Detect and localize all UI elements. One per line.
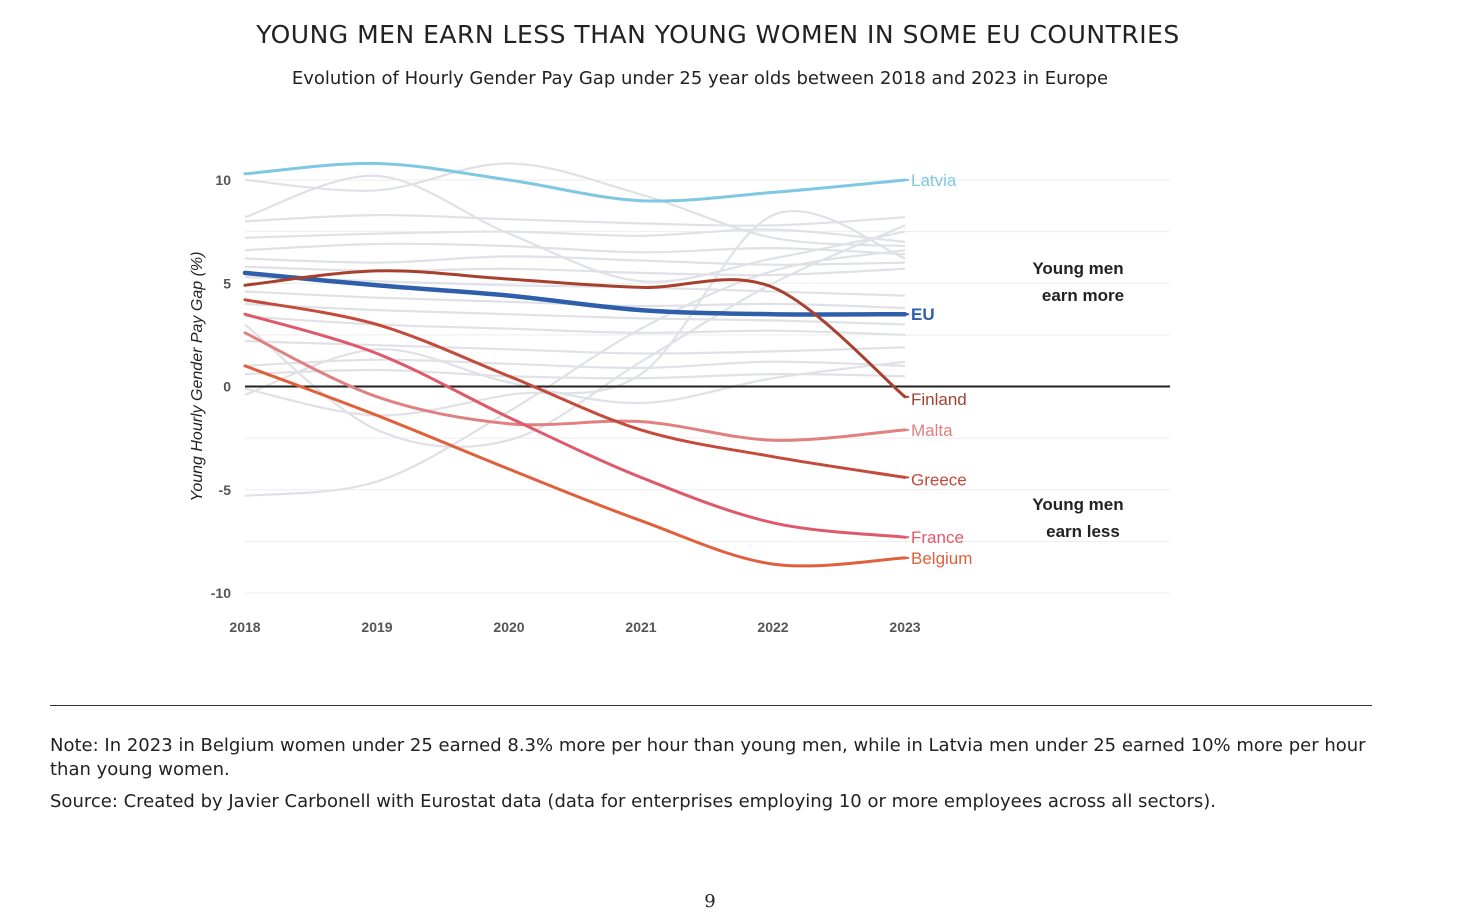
background-series-line bbox=[244, 276, 906, 297]
annotation-text: earn less bbox=[1046, 522, 1120, 541]
background-series-line bbox=[244, 368, 906, 380]
series-line-latvia bbox=[243, 161, 907, 203]
background-series-line bbox=[244, 209, 906, 417]
y-axis-label: Young Hourly Gender Pay Gap (%) bbox=[189, 252, 206, 502]
highlighted-series-layer bbox=[242, 161, 908, 568]
y-tick-label: 10 bbox=[215, 172, 231, 188]
background-series-line bbox=[244, 162, 906, 248]
series-label-greece: Greece bbox=[911, 470, 967, 489]
background-series-line bbox=[244, 174, 906, 283]
background-series-line bbox=[244, 348, 906, 405]
series-label-layer: Latvia EU Finland Malta Greece France Belgium bbox=[905, 171, 972, 568]
series-line-greece bbox=[243, 298, 907, 479]
series-line-belgium bbox=[243, 364, 907, 568]
series-label-finland: Finland bbox=[911, 390, 967, 409]
y-tick-label: -5 bbox=[219, 482, 232, 498]
page-number: 9 bbox=[704, 891, 716, 912]
series-line-finland bbox=[243, 269, 907, 399]
series-line-malta bbox=[243, 331, 907, 442]
background-series-line bbox=[244, 340, 906, 355]
page-title: YOUNG MEN EARN LESS THAN YOUNG WOMEN IN … bbox=[256, 20, 1180, 49]
series-label-latvia: Latvia bbox=[911, 171, 957, 190]
x-tick-label: 2019 bbox=[361, 619, 392, 635]
annotation-text: earn more bbox=[1042, 286, 1124, 305]
x-tick-label: 2023 bbox=[889, 619, 920, 635]
y-tick-label: -10 bbox=[211, 585, 231, 601]
annotation-text: Young men bbox=[1032, 495, 1123, 514]
chart-note: Note: In 2023 in Belgium women under 25 … bbox=[50, 735, 1366, 780]
series-label-france: France bbox=[911, 528, 964, 547]
background-series-line bbox=[244, 213, 906, 227]
series-label-eu: EU bbox=[911, 305, 935, 324]
x-tick-label: 2022 bbox=[757, 619, 788, 635]
background-series-line bbox=[244, 358, 906, 370]
annotation-text: Young men bbox=[1032, 259, 1123, 278]
chart-source: Source: Created by Javier Carbonell with… bbox=[50, 791, 1217, 812]
y-tick-label: 0 bbox=[223, 379, 231, 395]
background-series-line bbox=[244, 249, 906, 497]
background-series-layer bbox=[244, 162, 906, 497]
background-series-line bbox=[244, 255, 906, 266]
background-series-line bbox=[244, 242, 906, 256]
chart-subtitle: Evolution of Hourly Gender Pay Gap under… bbox=[291, 68, 1109, 89]
x-tick-label: 2020 bbox=[493, 619, 524, 635]
background-series-line bbox=[244, 224, 906, 449]
series-line-eu bbox=[242, 270, 908, 317]
series-label-belgium: Belgium bbox=[911, 549, 972, 568]
background-series-line bbox=[244, 302, 906, 326]
axis-layer: 10 5 0 -5 -10 2018 2019 2020 2021 2022 2023 Young H… bbox=[189, 172, 921, 635]
x-tick-label: 2018 bbox=[229, 619, 260, 635]
line-chart: LatviaEUFinlandMaltaGreeceFranceBelgium … bbox=[189, 161, 1170, 635]
annotation-layer: Young men earn more Young men earn less bbox=[1032, 259, 1124, 541]
y-tick-label: 5 bbox=[223, 275, 231, 291]
background-series-line bbox=[244, 228, 906, 243]
divider-line bbox=[50, 705, 1372, 706]
series-line-france bbox=[243, 312, 907, 539]
series-label-malta: Malta bbox=[911, 421, 953, 440]
x-tick-label: 2021 bbox=[625, 619, 656, 635]
background-series-line bbox=[244, 315, 906, 336]
